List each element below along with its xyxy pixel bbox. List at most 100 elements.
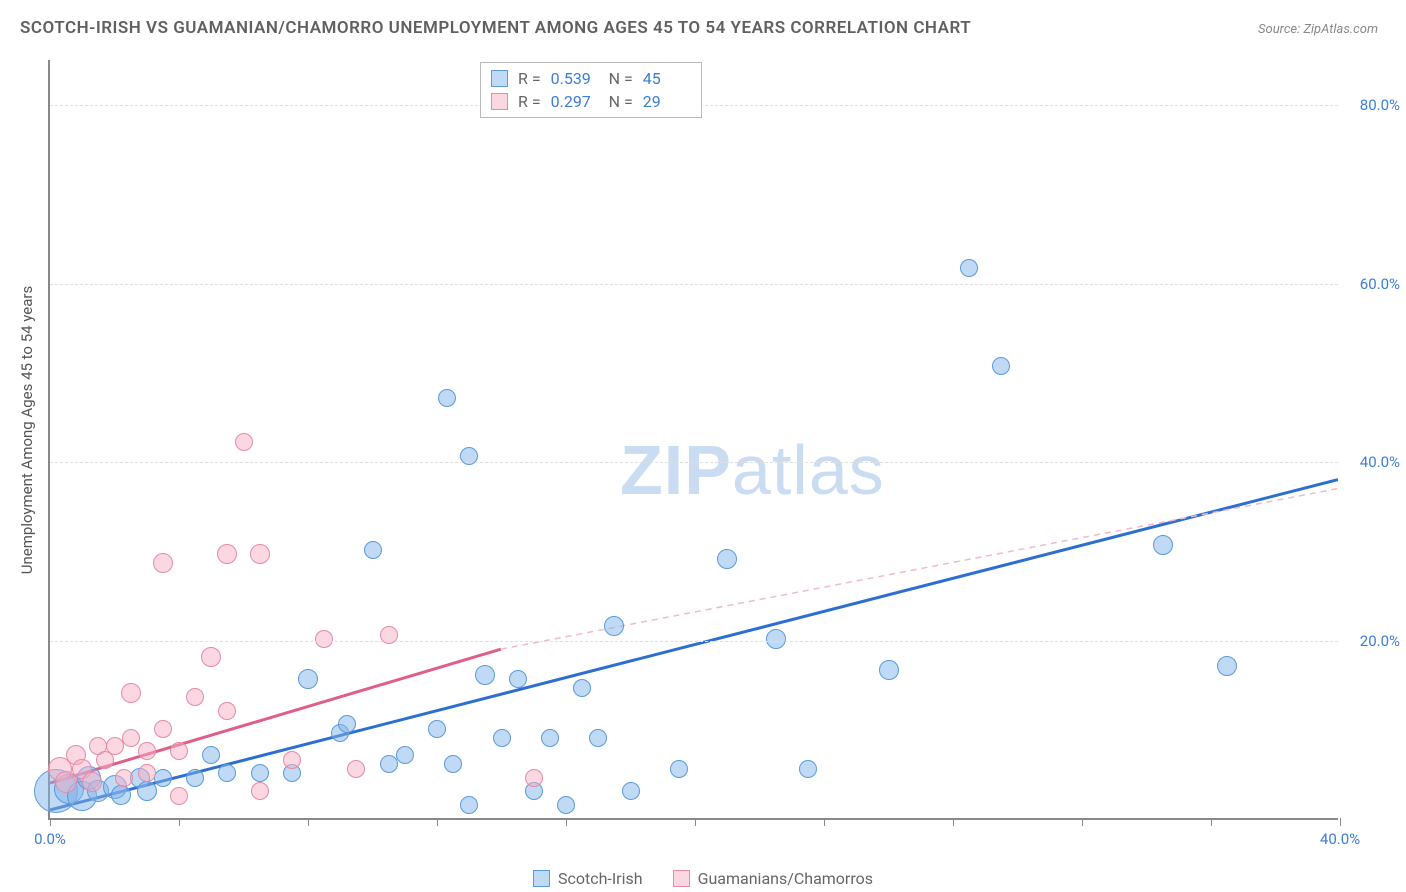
x-tick	[695, 818, 696, 826]
data-point	[428, 720, 446, 738]
gridline	[50, 284, 1338, 285]
data-point	[283, 751, 301, 769]
data-point	[364, 541, 382, 559]
stats-legend-box: R = 0.539 N = 45 R = 0.297 N = 29	[480, 62, 702, 118]
data-point	[111, 785, 131, 805]
data-point	[444, 755, 462, 773]
x-tick	[179, 818, 180, 826]
stat-n-value: 45	[643, 69, 691, 88]
legend-swatch-blue	[533, 870, 550, 887]
points-layer	[50, 60, 1338, 818]
legend-label-2: Guamanians/Chamorros	[698, 869, 873, 888]
stats-row: R = 0.539 N = 45	[491, 67, 691, 90]
data-point	[138, 742, 156, 760]
y-tick-label: 80.0%	[1360, 96, 1400, 114]
data-point	[604, 616, 624, 636]
x-tick	[50, 818, 51, 826]
x-tick	[824, 818, 825, 826]
data-point	[315, 630, 333, 648]
data-point	[298, 669, 318, 689]
data-point	[460, 796, 478, 814]
stat-r-value: 0.539	[551, 69, 599, 88]
stat-r-label: R =	[518, 92, 541, 111]
data-point	[396, 746, 414, 764]
y-tick-label: 20.0%	[1360, 632, 1400, 650]
data-point	[137, 781, 157, 801]
x-tick	[566, 818, 567, 826]
data-point	[766, 629, 786, 649]
data-point	[347, 760, 365, 778]
data-point	[438, 389, 456, 407]
chart-title: SCOTCH-IRISH VS GUAMANIAN/CHAMORRO UNEMP…	[20, 18, 971, 38]
x-tick	[1211, 818, 1212, 826]
legend-item-guamanians: Guamanians/Chamorros	[673, 869, 873, 888]
bottom-legend: Scotch-Irish Guamanians/Chamorros	[0, 869, 1406, 888]
stats-swatch	[491, 93, 508, 110]
x-tick	[437, 818, 438, 826]
stat-n-value: 29	[643, 92, 691, 111]
y-tick-label: 40.0%	[1360, 453, 1400, 471]
data-point	[106, 737, 124, 755]
data-point	[380, 755, 398, 773]
stat-r-label: R =	[518, 69, 541, 88]
y-tick-label: 60.0%	[1360, 275, 1400, 293]
source-attribution: Source: ZipAtlas.com	[1258, 22, 1378, 37]
data-point	[541, 729, 559, 747]
data-point	[525, 769, 543, 787]
legend-label-1: Scotch-Irish	[558, 869, 643, 888]
data-point	[121, 683, 141, 703]
data-point	[218, 764, 236, 782]
data-point	[186, 769, 204, 787]
data-point	[186, 688, 204, 706]
legend-swatch-pink	[673, 870, 690, 887]
data-point	[509, 670, 527, 688]
data-point	[879, 660, 899, 680]
x-tick	[1340, 818, 1341, 826]
stat-r-value: 0.297	[551, 92, 599, 111]
data-point	[122, 729, 140, 747]
x-tick	[953, 818, 954, 826]
x-tick-label: 0.0%	[34, 830, 66, 848]
data-point	[202, 746, 220, 764]
data-point	[235, 433, 253, 451]
gridline	[50, 462, 1338, 463]
gridline	[50, 641, 1338, 642]
data-point	[992, 357, 1010, 375]
data-point	[493, 729, 511, 747]
y-axis-label: Unemployment Among Ages 45 to 54 years	[18, 286, 36, 574]
x-tick	[1082, 818, 1083, 826]
data-point	[251, 764, 269, 782]
data-point	[154, 769, 172, 787]
data-point	[557, 796, 575, 814]
data-point	[201, 647, 221, 667]
data-point	[338, 715, 356, 733]
data-point	[475, 665, 495, 685]
data-point	[251, 782, 269, 800]
legend-item-scotch-irish: Scotch-Irish	[533, 869, 643, 888]
data-point	[670, 760, 688, 778]
source-value: ZipAtlas.com	[1303, 22, 1378, 37]
data-point	[217, 544, 237, 564]
source-label: Source:	[1258, 22, 1300, 37]
x-tick	[308, 818, 309, 826]
data-point	[82, 772, 102, 792]
data-point	[170, 742, 188, 760]
stat-n-label: N =	[609, 92, 633, 111]
data-point	[589, 729, 607, 747]
data-point	[138, 764, 156, 782]
data-point	[1217, 656, 1237, 676]
data-point	[573, 679, 591, 697]
plot-area: ZIPatlas 20.0%40.0%60.0%80.0%0.0%40.0%	[48, 60, 1338, 820]
stat-n-label: N =	[609, 69, 633, 88]
data-point	[960, 259, 978, 277]
data-point	[250, 544, 270, 564]
stats-swatch	[491, 70, 508, 87]
data-point	[115, 769, 133, 787]
data-point	[622, 782, 640, 800]
data-point	[153, 553, 173, 573]
data-point	[799, 760, 817, 778]
data-point	[170, 787, 188, 805]
data-point	[218, 702, 236, 720]
data-point	[717, 549, 737, 569]
x-tick-label: 40.0%	[1320, 830, 1360, 848]
